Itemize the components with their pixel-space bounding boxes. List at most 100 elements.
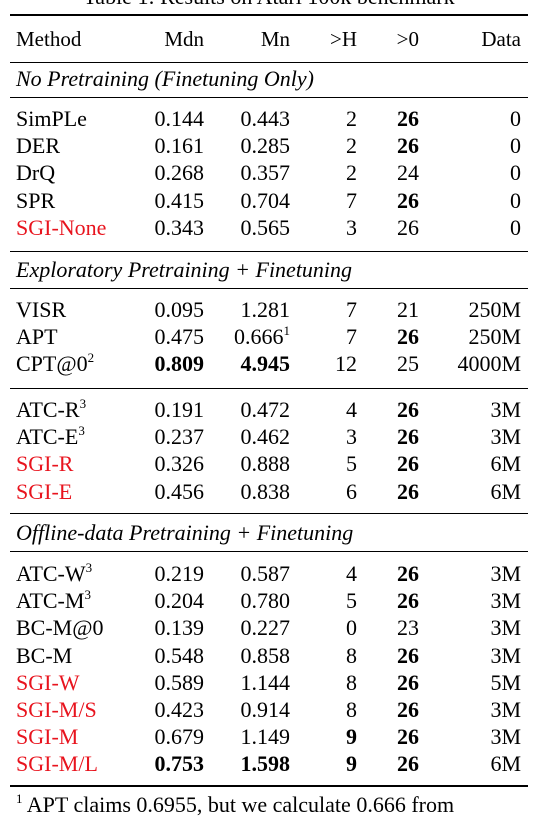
- above-human-cell-text: 2: [346, 160, 357, 186]
- data-cell: 250M: [468, 323, 521, 350]
- mean-cell: 0.443: [241, 105, 291, 132]
- method-cell-text: VISR: [16, 297, 67, 322]
- mean-cell-text: 0.565: [240, 214, 291, 240]
- table-row: SGI-E 0.456 0.838 6 26 6M: [0, 478, 538, 505]
- above-human-cell-text: 9: [346, 751, 357, 777]
- mean-cell: 0.6661: [234, 323, 290, 350]
- mean-cell: 4.945: [241, 350, 291, 377]
- above-human-cell: 4: [346, 396, 357, 423]
- data-cell-text: 3M: [490, 615, 521, 641]
- above-zero-cell-text: 23: [397, 615, 419, 641]
- method-cell-text: ATC-R: [16, 397, 80, 422]
- section-title: Offline-data Pretraining + Finetuning: [16, 520, 354, 545]
- data-cell: 4000M: [457, 350, 521, 377]
- above-zero-cell-text: 25: [397, 351, 419, 377]
- median-cell: 0.589: [155, 669, 205, 696]
- median-cell-text: 0.161: [154, 133, 205, 159]
- mean-cell-text: 0.704: [240, 187, 291, 213]
- median-cell: 0.326: [155, 450, 205, 477]
- header-mn: Mn: [260, 27, 290, 51]
- data-cell-text: 3M: [490, 588, 521, 614]
- median-cell: 0.144: [155, 105, 205, 132]
- median-cell: 0.548: [155, 642, 205, 669]
- mean-cell: 0.838: [241, 478, 291, 505]
- above-zero-cell-text: 26: [397, 133, 419, 159]
- footnote-ref: 1: [283, 323, 291, 339]
- header-g: >0: [396, 27, 419, 51]
- footnote-ref: 3: [79, 396, 87, 411]
- mean-cell-text: 0.357: [240, 160, 291, 186]
- mean-cell: 0.565: [241, 214, 291, 241]
- header-rule: [10, 62, 528, 63]
- data-cell: 6M: [490, 478, 521, 505]
- above-zero-cell-text: 26: [397, 397, 419, 422]
- method-cell-text: SGI-M/S: [16, 697, 97, 722]
- above-zero-cell-text: 26: [397, 697, 419, 722]
- median-cell-text: 0.456: [154, 478, 205, 504]
- data-cell-text: 5M: [490, 669, 521, 695]
- table-row: ATC-E3 0.237 0.462 3 26 3M: [0, 423, 538, 450]
- above-zero-cell-text: 26: [397, 214, 419, 240]
- median-cell: 0.679: [155, 723, 205, 750]
- header-row: Method Mdn Mn >H >0 Data: [0, 26, 538, 53]
- data-cell-text: 0: [510, 106, 521, 131]
- above-zero-cell-text: 26: [397, 451, 419, 477]
- method-cell: ATC-W3: [16, 560, 92, 587]
- data-cell: 250M: [468, 296, 521, 323]
- above-human-cell: 8: [346, 642, 357, 669]
- above-human-cell-text: 8: [346, 642, 357, 668]
- data-cell-text: 3M: [490, 642, 521, 668]
- above-human-cell-text: 4: [346, 561, 357, 586]
- above-zero-cell: 26: [397, 560, 419, 587]
- above-zero-cell-text: 26: [397, 324, 419, 350]
- data-cell-text: 0: [510, 160, 521, 186]
- section-rule: [10, 97, 528, 98]
- method-cell: DER: [16, 132, 60, 159]
- data-cell-text: 0: [510, 133, 521, 159]
- method-cell-text: CPT@0: [16, 351, 88, 377]
- above-zero-cell: 26: [397, 642, 419, 669]
- table-row: SGI-M/S 0.423 0.914 8 26 3M: [0, 696, 538, 723]
- median-cell: 0.095: [155, 296, 205, 323]
- method-cell: SGI-R: [16, 450, 73, 477]
- table-row: SGI-M 0.679 1.149 9 26 3M: [0, 723, 538, 750]
- mean-cell: 1.149: [241, 723, 291, 750]
- median-cell: 0.268: [155, 159, 205, 186]
- mean-cell: 0.780: [241, 587, 291, 614]
- above-zero-cell-text: 26: [397, 424, 419, 450]
- table-row: BC-M@0 0.139 0.227 0 23 3M: [0, 614, 538, 641]
- median-cell: 0.809: [155, 350, 205, 377]
- median-cell: 0.456: [155, 478, 205, 505]
- mean-cell-text: 0.914: [240, 697, 291, 722]
- method-cell: SGI-W: [16, 669, 80, 696]
- mean-cell-text: 0.888: [240, 451, 291, 477]
- header-method: Method: [16, 27, 82, 51]
- median-cell-text: 0.548: [154, 642, 205, 668]
- median-cell-text: 0.589: [154, 669, 205, 695]
- above-zero-cell-text: 26: [397, 478, 419, 504]
- data-cell-text: 3M: [490, 724, 521, 750]
- data-cell: 0: [510, 214, 521, 241]
- above-human-cell: 8: [346, 696, 357, 723]
- above-zero-cell: 26: [397, 423, 419, 450]
- median-cell-text: 0.204: [154, 588, 205, 614]
- data-cell: 3M: [490, 587, 521, 614]
- footnote-ref: 3: [84, 587, 91, 603]
- data-cell: 5M: [490, 669, 521, 696]
- method-cell: ATC-M3: [16, 587, 91, 614]
- mean-cell-text: 0.285: [240, 133, 291, 159]
- method-cell-text: DER: [16, 133, 60, 159]
- above-human-cell-text: 2: [346, 133, 357, 159]
- median-cell-text: 0.809: [154, 351, 205, 377]
- above-zero-cell: 26: [397, 105, 419, 132]
- above-zero-cell: 26: [397, 750, 419, 777]
- section-title: Exploratory Pretraining + Finetuning: [16, 257, 353, 282]
- mean-cell-text: 0.838: [240, 478, 291, 504]
- data-cell-text: 4000M: [457, 351, 521, 377]
- mean-cell-text: 0.587: [240, 561, 291, 586]
- method-cell: SGI-None: [16, 214, 106, 241]
- median-cell: 0.237: [155, 423, 205, 450]
- mean-cell: 1.598: [241, 750, 291, 777]
- median-cell-text: 0.268: [154, 160, 205, 186]
- mean-cell-text: 0.443: [240, 106, 291, 131]
